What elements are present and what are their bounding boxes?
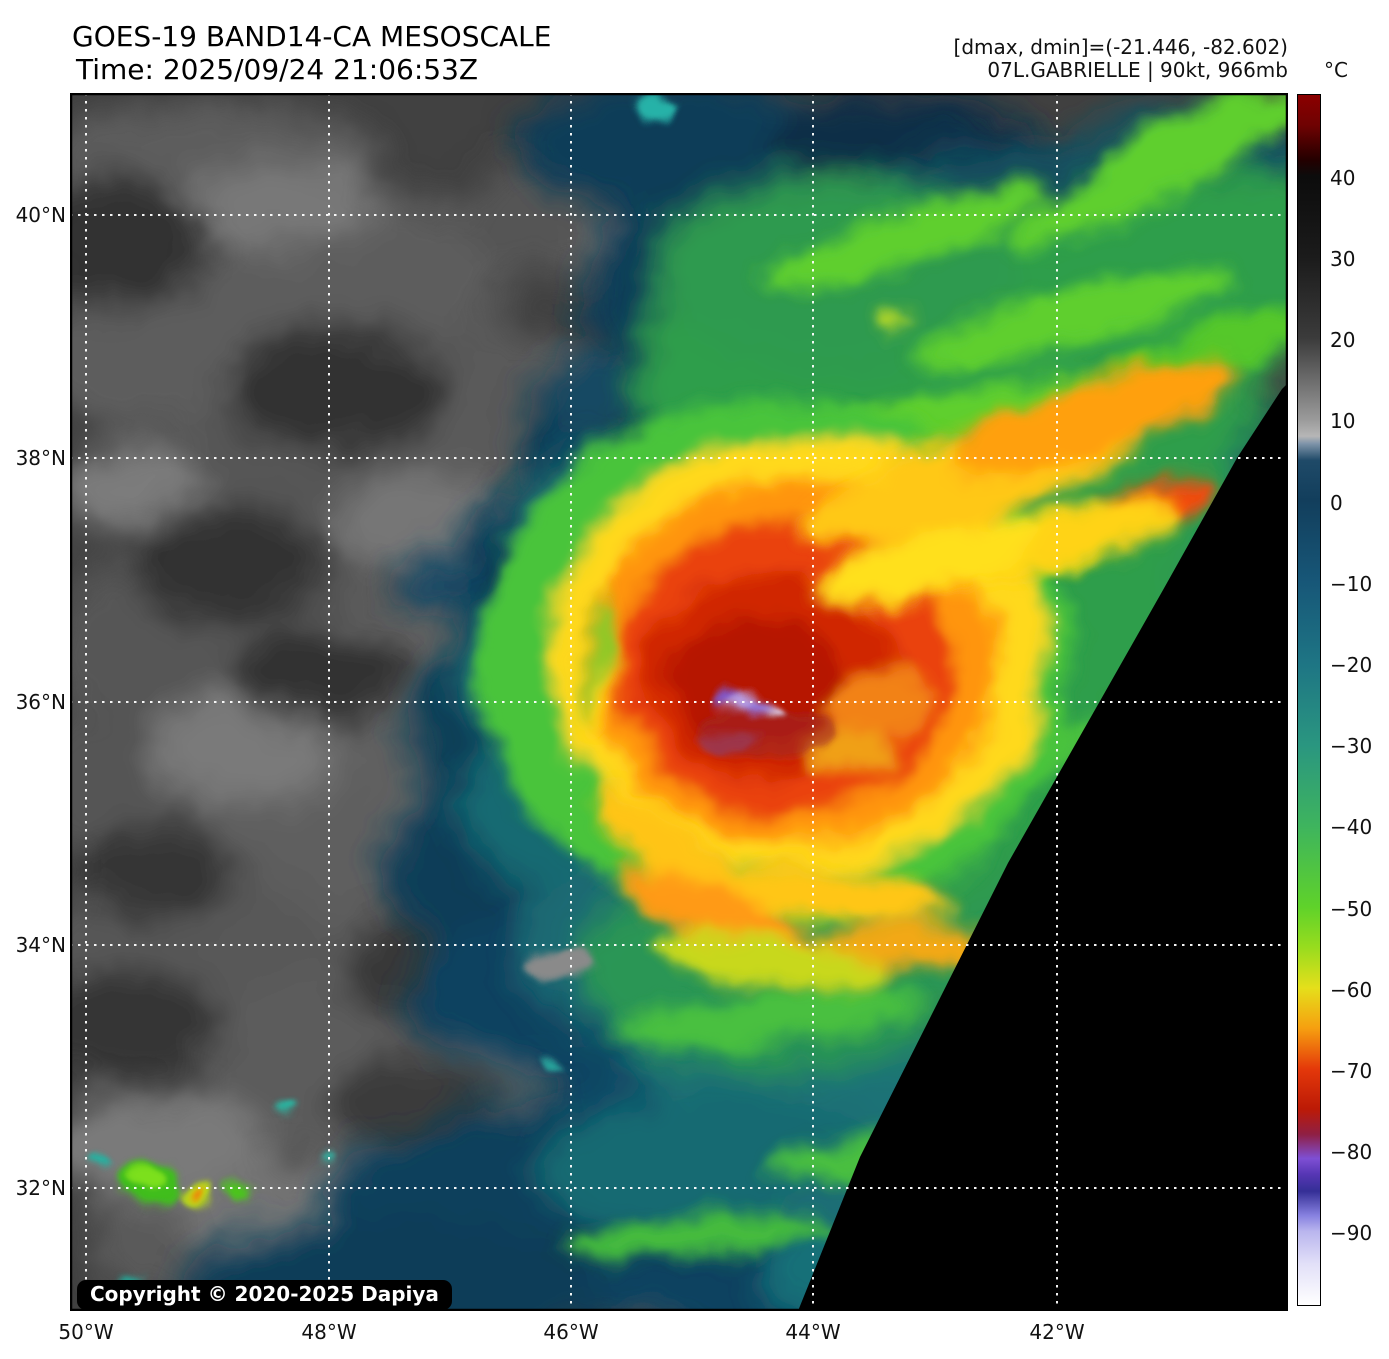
colorbar-tick: 10	[1330, 409, 1356, 433]
lon-label: 50°W	[58, 1320, 114, 1344]
colorbar-tick: −50	[1330, 897, 1373, 921]
lat-label: 38°N	[15, 446, 66, 470]
colorbar-tick: 0	[1330, 491, 1343, 515]
lon-label: 42°W	[1029, 1320, 1085, 1344]
lon-label: 46°W	[543, 1320, 599, 1344]
lat-label: 40°N	[15, 203, 66, 227]
colorbar	[1297, 94, 1321, 1306]
colorbar-tick: −10	[1330, 572, 1373, 596]
copyright-badge: Copyright © 2020-2025 Dapiya	[77, 1280, 452, 1310]
lat-label: 34°N	[15, 933, 66, 957]
colorbar-tick: 20	[1330, 328, 1356, 352]
colorbar-tick: −20	[1330, 653, 1373, 677]
lat-label: 32°N	[15, 1176, 66, 1200]
colorbar-tick: −70	[1330, 1059, 1373, 1083]
lon-label: 44°W	[785, 1320, 841, 1344]
colorbar-tick: −30	[1330, 734, 1373, 758]
map-border	[69, 92, 1289, 1312]
dmax-dmin-annotation: [dmax, dmin]=(-21.446, -82.602)	[953, 35, 1288, 59]
colorbar-unit-label: °C	[1324, 58, 1348, 82]
colorbar-tick: 30	[1330, 247, 1356, 271]
colorbar-tick: 40	[1330, 166, 1356, 190]
colorbar-tick: −40	[1330, 815, 1373, 839]
colorbar-tick: −60	[1330, 978, 1373, 1002]
graticule	[70, 93, 1288, 1311]
colorbar-tick: −90	[1330, 1221, 1373, 1245]
colorbar-tick: −80	[1330, 1140, 1373, 1164]
timestamp: Time: 2025/09/24 21:06:53Z	[76, 53, 479, 86]
storm-info-annotation: 07L.GABRIELLE | 90kt, 966mb	[987, 58, 1288, 82]
satellite-imagery	[69, 92, 1289, 1312]
no-data-wedge	[798, 383, 1288, 1311]
page-title: GOES-19 BAND14-CA MESOSCALE	[72, 20, 552, 53]
map-panel	[69, 92, 1289, 1312]
lat-label: 36°N	[15, 690, 66, 714]
lon-label: 48°W	[301, 1320, 357, 1344]
